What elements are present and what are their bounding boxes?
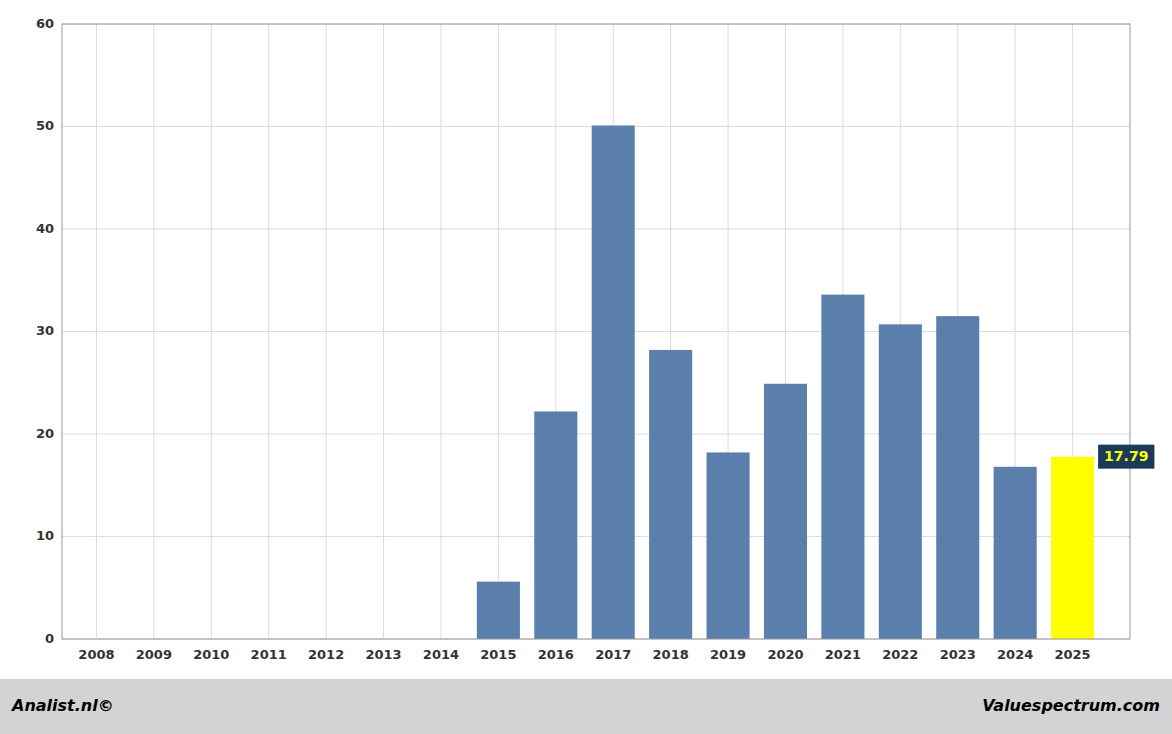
y-tick-label: 40	[36, 221, 54, 236]
y-tick-label: 20	[36, 426, 54, 441]
annotation: 17.79	[1098, 445, 1154, 469]
bar	[821, 295, 864, 639]
bar	[592, 125, 635, 639]
annotation-text: 17.79	[1104, 448, 1148, 464]
x-tick-label: 2025	[1054, 647, 1090, 662]
x-grid-line	[383, 24, 384, 639]
x-tick-label: 2021	[825, 647, 861, 662]
x-tick-label: 2009	[136, 647, 172, 662]
y-tick-label: 0	[45, 631, 54, 646]
x-tick-label: 2019	[710, 647, 746, 662]
bar	[534, 411, 577, 639]
x-tick-label: 2011	[251, 647, 287, 662]
x-tick-label: 2022	[882, 647, 918, 662]
x-tick-label: 2018	[653, 647, 689, 662]
x-grid-line	[440, 24, 441, 639]
footer	[0, 679, 1172, 734]
y-tick-label: 10	[36, 528, 54, 543]
x-tick-label: 2012	[308, 647, 344, 662]
x-grid-line	[211, 24, 212, 639]
plot-frame	[62, 24, 1130, 639]
y-tick-label: 30	[36, 323, 54, 338]
x-grid-line	[268, 24, 269, 639]
x-grid-line	[96, 24, 97, 639]
chart: 0 10 20 30 40 50 60 2008 2009 2010 2011 2012 2013 201…	[0, 0, 1172, 734]
y-tick-label: 50	[36, 118, 54, 133]
bar	[477, 582, 520, 639]
ticks: 0 10 20 30 40 50 60 2008 2009 2010 2011 2012 2013 201…	[36, 16, 1091, 663]
x-tick-label: 2008	[78, 647, 114, 662]
bar	[707, 452, 750, 639]
bar	[1051, 457, 1094, 639]
x-grid-line	[153, 24, 154, 639]
x-tick-label: 2016	[538, 647, 574, 662]
footer-text: Valuespectrum.com	[982, 696, 1160, 715]
x-tick-label: 2014	[423, 647, 459, 662]
x-tick-label: 2024	[997, 647, 1033, 662]
grid	[62, 24, 1130, 639]
bar	[879, 324, 922, 639]
bars	[477, 125, 1094, 639]
bar	[649, 350, 692, 639]
x-grid-line	[326, 24, 327, 639]
footer-text: Analist.nl©	[10, 696, 114, 715]
bar	[994, 467, 1037, 639]
x-tick-label: 2017	[595, 647, 631, 662]
annotation-box	[1098, 445, 1154, 469]
bar	[764, 384, 807, 639]
bar	[936, 316, 979, 639]
x-tick-label: 2013	[365, 647, 401, 662]
x-tick-label: 2023	[940, 647, 976, 662]
y-tick-label: 60	[36, 16, 54, 31]
x-tick-label: 2020	[767, 647, 803, 662]
x-tick-label: 2015	[480, 647, 516, 662]
x-grid-line	[498, 24, 499, 639]
x-tick-label: 2010	[193, 647, 229, 662]
